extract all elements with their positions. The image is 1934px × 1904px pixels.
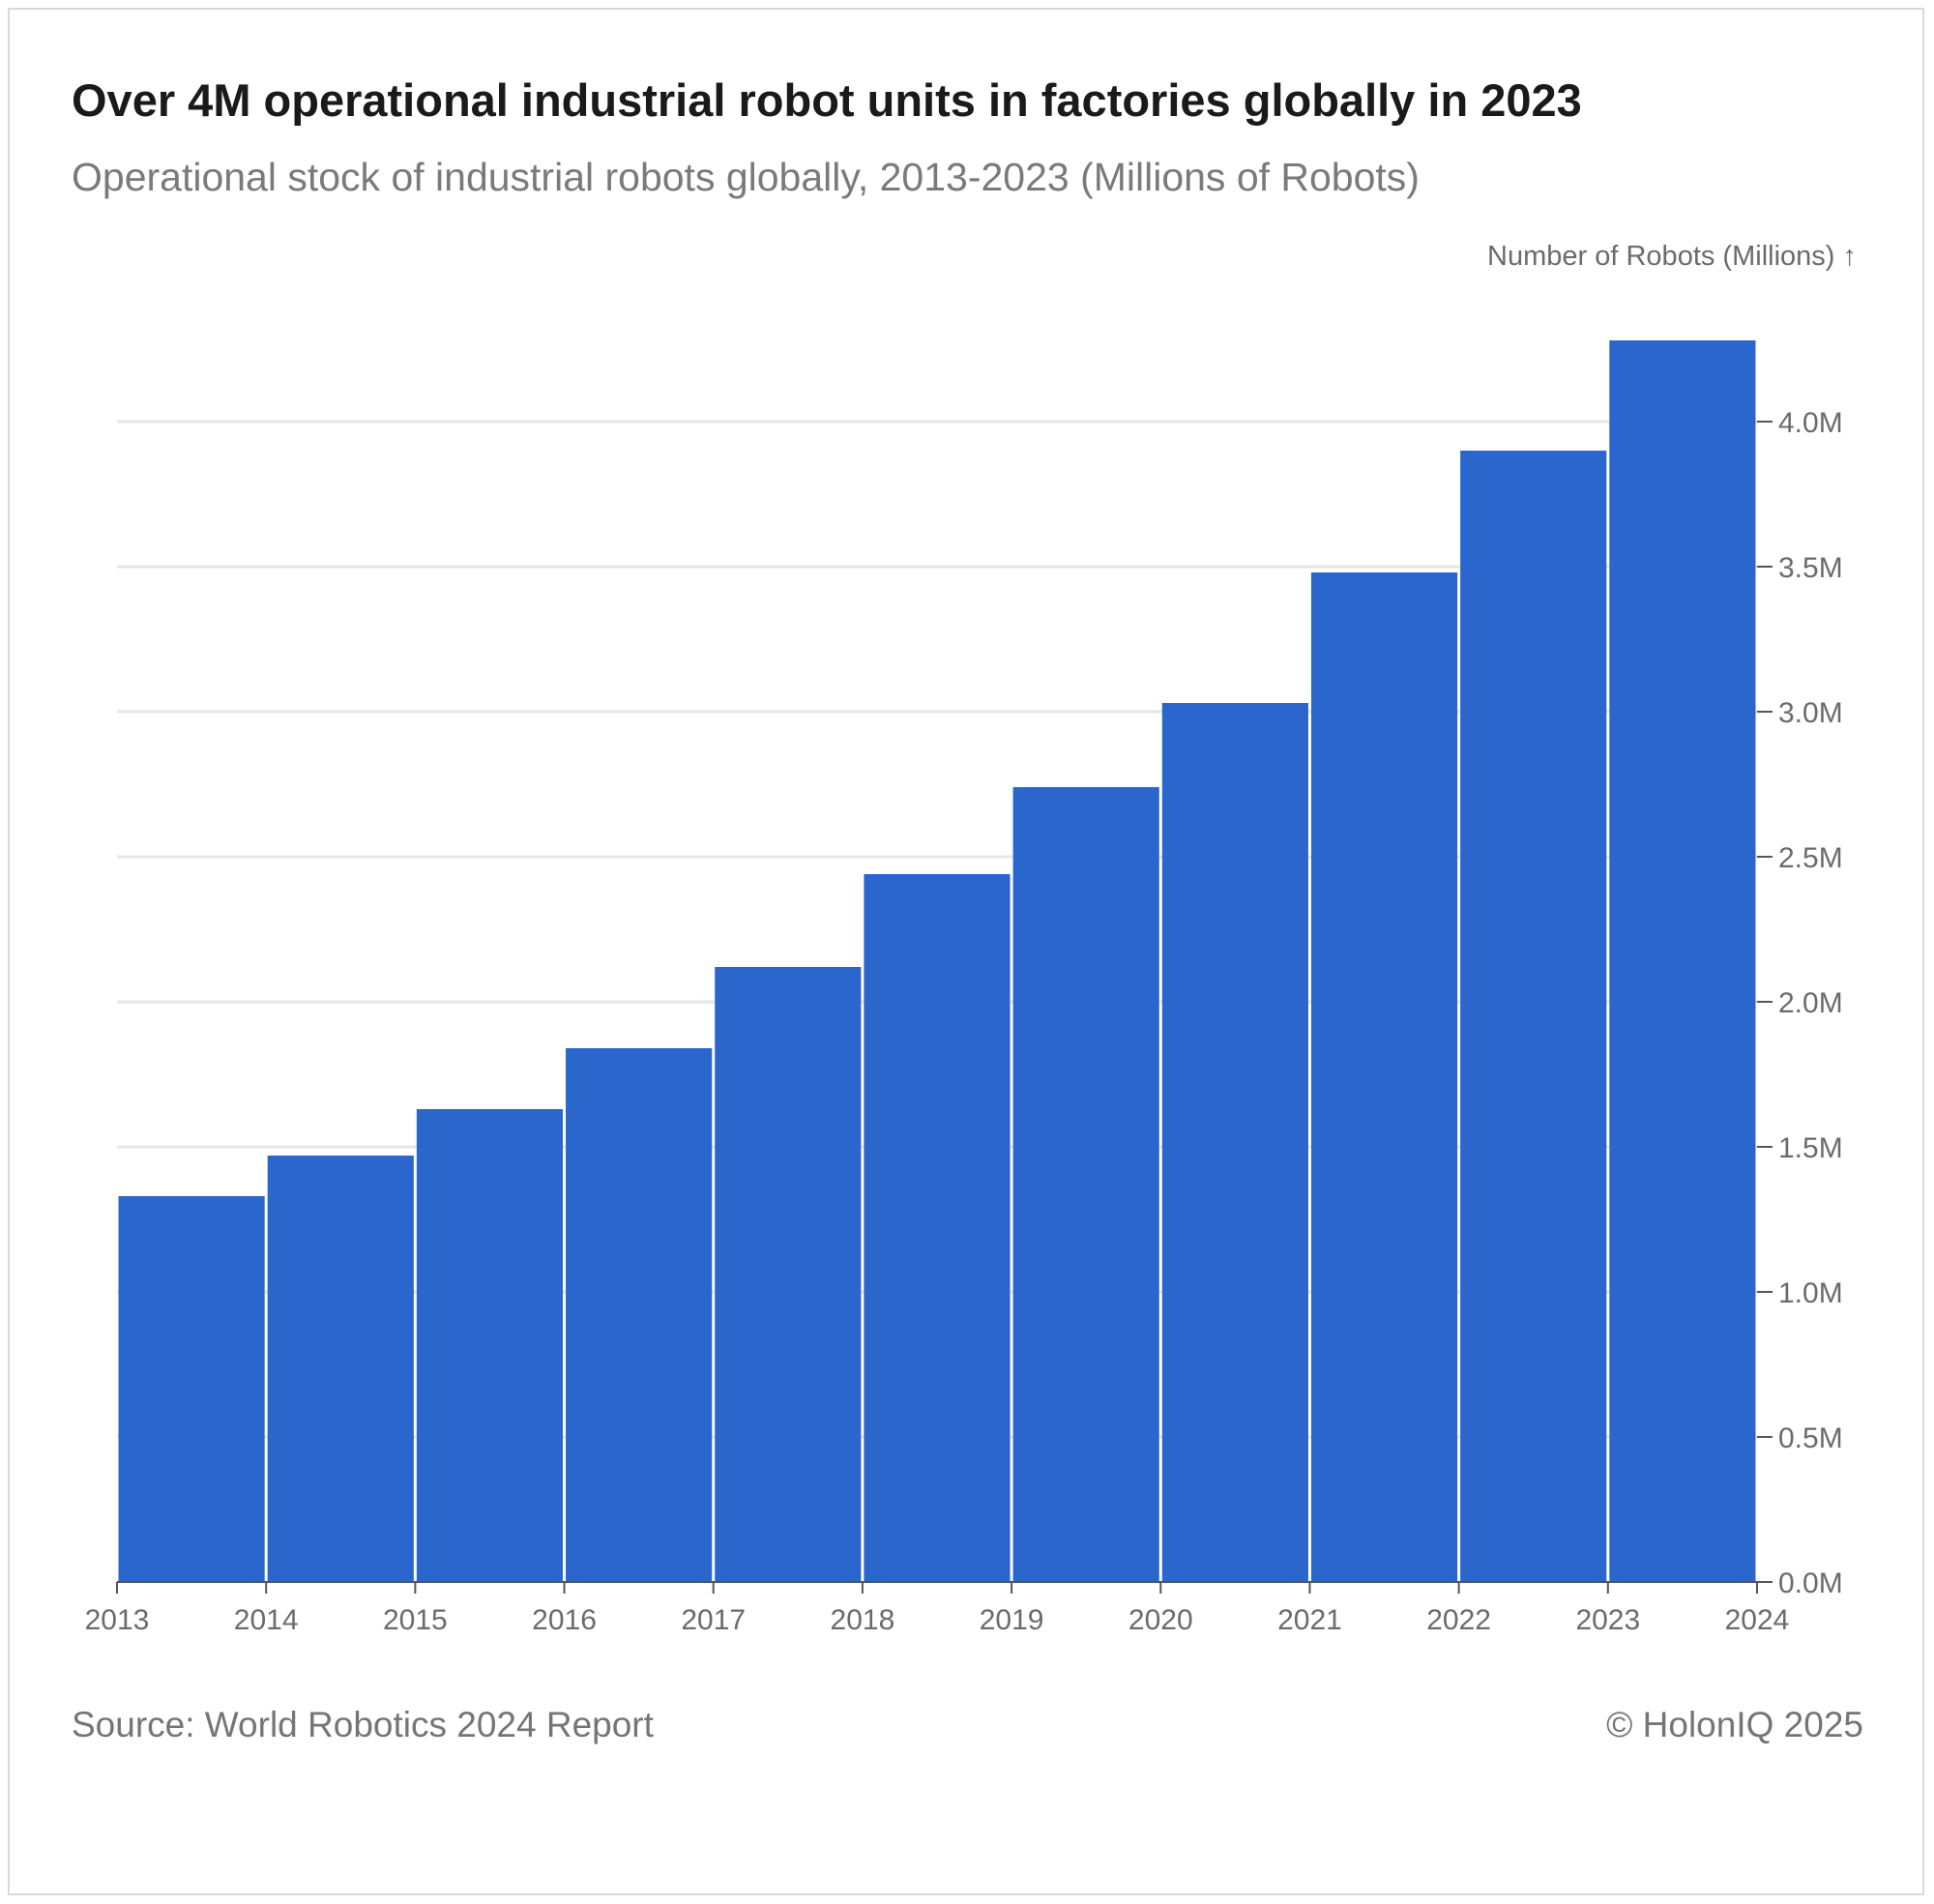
y-tick-label: 4.0M [1778, 407, 1843, 439]
source-note: Source: World Robotics 2024 Report [72, 1705, 654, 1744]
y-tick-label: 3.0M [1778, 697, 1843, 729]
bar-2022 [1460, 451, 1607, 1582]
y-tick-label: 1.5M [1778, 1132, 1843, 1164]
bar-2015 [416, 1109, 564, 1582]
copyright-note: © HolonIQ 2025 [1606, 1705, 1863, 1744]
bar-2014 [267, 1156, 414, 1582]
x-tick-label: 2017 [681, 1604, 746, 1636]
bar-2021 [1310, 572, 1458, 1582]
y-tick-label: 2.5M [1778, 842, 1843, 874]
axes: 0.0M 0.5M 1.0M 1.5M 2.0M 2.5M 3.0M 3.5M 4.0M 2013… [85, 407, 1843, 1636]
bar-2020 [1161, 703, 1308, 1582]
x-tick-label: 2014 [234, 1604, 299, 1636]
x-tick-label: 2018 [831, 1604, 895, 1636]
chart-title: Over 4M operational industrial robot uni… [72, 74, 1582, 126]
y-axis-title: Number of Robots (Millions) ↑ [1487, 241, 1857, 272]
bars [118, 340, 1756, 1582]
y-tick-label: 2.0M [1778, 987, 1843, 1019]
x-tick-label: 2021 [1277, 1604, 1342, 1636]
x-tick-label: 2022 [1426, 1604, 1491, 1636]
bar-2016 [566, 1048, 713, 1582]
bar-2013 [118, 1196, 265, 1582]
chart-subtitle: Operational stock of industrial robots g… [72, 155, 1420, 199]
x-tick-label: 2015 [383, 1604, 448, 1636]
bar-2018 [864, 874, 1011, 1582]
x-tick-label: 2016 [532, 1604, 597, 1636]
x-tick-label: 2019 [980, 1604, 1044, 1636]
y-tick-label: 0.0M [1778, 1567, 1843, 1599]
bar-2017 [715, 967, 862, 1582]
bar-2023 [1609, 340, 1756, 1582]
y-tick-label: 1.0M [1778, 1277, 1843, 1309]
x-tick-label: 2020 [1128, 1604, 1193, 1636]
x-tick-label: 2023 [1575, 1604, 1640, 1636]
x-tick-label: 2024 [1725, 1604, 1790, 1636]
x-tick-label: 2013 [85, 1604, 150, 1636]
y-tick-label: 0.5M [1778, 1422, 1843, 1454]
bar-2019 [1012, 787, 1159, 1582]
y-tick-label: 3.5M [1778, 552, 1843, 584]
